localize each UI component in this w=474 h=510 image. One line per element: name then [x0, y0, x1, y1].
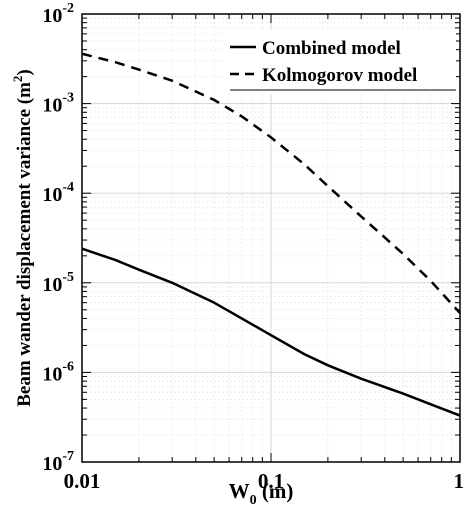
- y-axis-label-prefix: Beam wander displacement variance (m: [14, 82, 35, 407]
- y-axis-label-superscript: 2: [10, 76, 25, 83]
- axis-ticks: [81, 14, 460, 463]
- legend: Combined model Kolmogorov model: [226, 30, 456, 94]
- x-axis-label-main: W: [229, 479, 250, 503]
- x-tick-labels: 0.01 0.1 1: [64, 469, 464, 493]
- series-line-combined: [81, 247, 461, 417]
- y-tick-label: 10-5: [42, 270, 74, 296]
- y-tick-label-base: 10: [42, 184, 62, 206]
- x-tick-label: 1: [454, 469, 465, 493]
- x-axis-label-subscript: 0: [250, 493, 257, 505]
- legend-label-combined: Combined model: [262, 38, 401, 59]
- legend-box: [226, 30, 456, 94]
- legend-label-kolmogorov: Kolmogorov model: [262, 65, 417, 86]
- x-tick-label: 0.01: [64, 469, 101, 493]
- y-tick-label-exponent: -6: [62, 359, 74, 374]
- y-tick-label: 10-6: [42, 359, 74, 385]
- y-tick-label: 10-2: [42, 1, 74, 27]
- series: [81, 52, 461, 417]
- y-tick-labels: 10-710-610-510-410-310-2: [42, 1, 74, 475]
- y-tick-label-exponent: -7: [62, 449, 74, 464]
- y-tick-label-base: 10: [42, 274, 62, 296]
- y-tick-label: 10-7: [42, 449, 74, 475]
- y-tick-label-base: 10: [42, 453, 62, 475]
- y-tick-label-exponent: -5: [62, 270, 74, 285]
- y-axis-label-suffix: ): [14, 69, 35, 75]
- series-line-kolmogorov: [81, 52, 461, 314]
- y-tick-label-exponent: -3: [62, 91, 74, 106]
- y-tick-label: 10-4: [42, 180, 74, 206]
- x-axis-label: W0 (m): [229, 479, 294, 505]
- y-tick-label-exponent: -4: [62, 180, 74, 195]
- y-axis-label: Beam wander displacement variance (m2): [10, 69, 35, 407]
- y-tick-label-base: 10: [42, 363, 62, 385]
- y-tick-label-base: 10: [42, 5, 62, 27]
- y-tick-label-exponent: -2: [62, 1, 74, 16]
- y-tick-label: 10-3: [42, 91, 74, 117]
- y-tick-label-base: 10: [42, 95, 62, 117]
- x-tick-label: 0.1: [258, 469, 284, 493]
- x-axis-label-suffix: (m): [257, 479, 294, 503]
